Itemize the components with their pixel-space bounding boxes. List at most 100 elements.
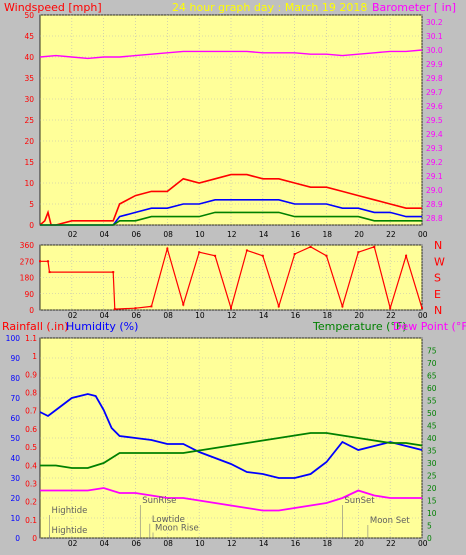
temp-y-tick: 15 <box>427 497 437 506</box>
x-tick-label: 02 <box>68 230 78 239</box>
x-tick-label: 08 <box>163 539 173 548</box>
temp-y-tick: 25 <box>427 472 437 481</box>
x-tick-label: 00 <box>418 539 428 548</box>
chart-title: 24 hour graph day : March 19 2018 <box>172 1 367 14</box>
x-tick-label: 06 <box>132 230 142 239</box>
direction-point <box>389 307 392 310</box>
direction-point <box>293 253 296 256</box>
compass-label: N <box>434 239 442 252</box>
annotation-label: SunRise <box>142 496 176 506</box>
rain-y-tick: 0.4 <box>25 461 37 470</box>
direction-point <box>134 307 137 310</box>
direction-point <box>214 254 217 257</box>
compass-label: E <box>434 288 441 301</box>
series-humidity <box>39 393 423 479</box>
humidity-y-tick: 70 <box>10 394 20 403</box>
dewpoint-label: Dew Point (°F) <box>393 320 466 333</box>
direction-point <box>245 249 248 252</box>
grid-lines <box>40 14 423 539</box>
series-dewpoint <box>40 487 422 512</box>
direction-y-tick: 180 <box>20 274 35 283</box>
humidity-y-tick: 80 <box>10 374 20 383</box>
humidity-y-tick: 50 <box>10 434 20 443</box>
direction-point <box>112 271 115 274</box>
rain-y-tick: 0.8 <box>25 389 37 398</box>
x-tick-label: 14 <box>259 230 269 239</box>
baro-y-tick: 30.1 <box>426 32 443 41</box>
temp-y-tick: 20 <box>427 484 437 493</box>
compass-label: N <box>434 304 442 317</box>
x-tick-label: 04 <box>100 230 110 239</box>
direction-point <box>373 245 376 248</box>
baro-y-tick: 28.9 <box>426 200 443 209</box>
temp-y-tick: 30 <box>427 459 437 468</box>
x-tick-label: 12 <box>227 311 237 320</box>
x-tick-label: 12 <box>227 230 237 239</box>
x-tick-label: 12 <box>227 539 237 548</box>
rain-y-tick: 0.1 <box>25 516 37 525</box>
x-tick-label: 14 <box>259 539 269 548</box>
temp-y-tick: 40 <box>427 434 437 443</box>
direction-point <box>325 254 328 257</box>
direction-point <box>113 308 116 311</box>
temp-y-tick: 60 <box>427 384 437 393</box>
wind-y-tick: 5 <box>29 200 34 209</box>
baro-y-tick: 30.0 <box>426 46 443 55</box>
temp-y-tick: 0 <box>427 534 432 543</box>
barometer-label: Barometer [ in] <box>372 1 456 14</box>
humidity-y-tick: 30 <box>10 474 20 483</box>
series-temperature <box>40 432 423 469</box>
temp-y-tick: 45 <box>427 422 437 431</box>
temp-y-tick: 55 <box>427 397 437 406</box>
x-tick-label: 10 <box>195 230 205 239</box>
x-tick-label: 18 <box>323 230 333 239</box>
direction-point <box>166 247 169 250</box>
rain-y-tick: 0.7 <box>25 407 37 416</box>
series-gust <box>39 173 422 226</box>
direction-point <box>198 251 201 254</box>
x-tick-label: 18 <box>323 311 333 320</box>
annotation-label: Moon Set <box>370 516 410 526</box>
series-barometer <box>39 49 423 60</box>
direction-point <box>39 260 41 263</box>
annotation-label: Hightide <box>52 526 88 536</box>
wind-y-tick: 50 <box>24 11 34 20</box>
baro-y-tick: 29.4 <box>426 130 443 139</box>
direction-y-tick: 0 <box>29 306 34 315</box>
direction-point <box>230 307 232 310</box>
baro-y-tick: 29.6 <box>426 102 443 111</box>
humidity-y-tick: 100 <box>6 334 21 343</box>
direction-point <box>309 245 312 248</box>
wind-y-tick: 30 <box>24 95 34 104</box>
direction-point <box>46 260 49 263</box>
x-tick-label: 10 <box>195 311 205 320</box>
direction-point <box>261 254 264 257</box>
x-tick-label: 18 <box>323 539 333 548</box>
rain-y-tick: 0.3 <box>25 479 37 488</box>
direction-point <box>341 305 344 308</box>
temp-y-tick: 10 <box>427 509 437 518</box>
temp-y-tick: 5 <box>427 522 432 531</box>
data-series <box>39 49 423 512</box>
wind-y-tick: 25 <box>24 116 34 125</box>
baro-y-tick: 29.3 <box>426 144 443 153</box>
baro-y-tick: 29.8 <box>426 74 443 83</box>
direction-point <box>357 251 360 254</box>
direction-point <box>421 307 423 310</box>
wind-y-tick: 45 <box>24 32 34 41</box>
x-tick-label: 14 <box>259 311 269 320</box>
rain-y-tick: 0.9 <box>25 370 37 379</box>
rain-y-tick: 1 <box>32 352 37 361</box>
rain-y-tick: 1.1 <box>25 334 37 343</box>
x-tick-label: 04 <box>100 311 110 320</box>
baro-y-tick: 29.1 <box>426 172 443 181</box>
annotation-label: Lowtide <box>152 515 185 525</box>
x-tick-label: 08 <box>163 230 173 239</box>
direction-point <box>182 303 185 306</box>
x-tick-label: 02 <box>68 539 78 548</box>
x-tick-label: 16 <box>291 539 301 548</box>
annotation-label: Moon Rise <box>155 524 199 534</box>
